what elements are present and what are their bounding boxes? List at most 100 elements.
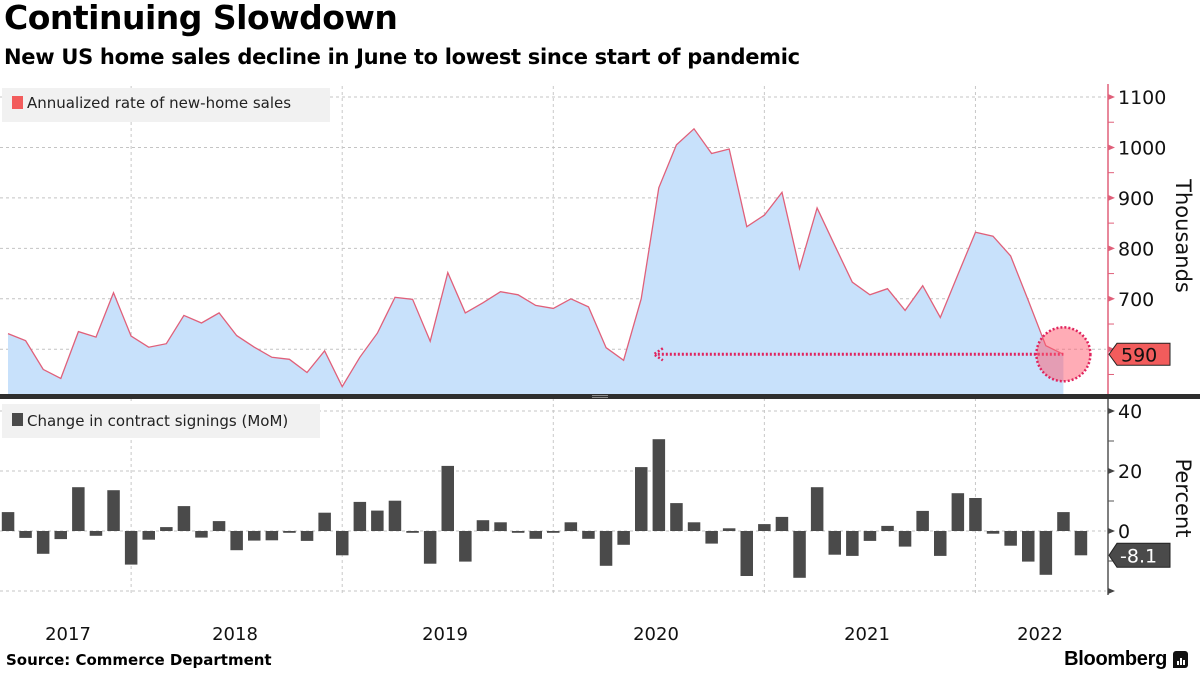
contract-bar [283, 531, 296, 533]
source-note: Source: Commerce Department [6, 651, 272, 669]
top-axis-title: Thousands [1171, 178, 1195, 293]
top-axis-tick [1108, 94, 1115, 100]
callout-top-label: 590 [1121, 344, 1157, 366]
separator-handle[interactable] [592, 395, 608, 396]
legend-top-swatch [12, 96, 23, 109]
callout-top-badge [1108, 342, 1171, 366]
contract-bar [177, 506, 191, 531]
contract-bar [564, 522, 578, 531]
contract-bar [72, 487, 85, 531]
contract-bar [846, 531, 859, 556]
year-label: 2018 [212, 624, 258, 645]
top-axis-tick [1108, 245, 1115, 252]
contract-bar [388, 500, 402, 531]
sales-line [7, 127, 1064, 388]
contract-bar [1, 512, 15, 531]
year-label: 2020 [633, 624, 679, 645]
contract-bar [547, 531, 560, 533]
latest-value-circle [1035, 326, 1092, 383]
contract-bar [54, 531, 67, 540]
contract-bar [212, 521, 226, 531]
contract-bar [353, 501, 367, 531]
contract-bar [1039, 531, 1053, 575]
contract-bar [599, 531, 613, 566]
contract-bar [1022, 531, 1035, 562]
legend-bottom-swatch [12, 413, 23, 426]
top-axis-tick [1108, 144, 1115, 151]
contract-bar [248, 531, 261, 541]
contract-bars [1, 439, 1088, 578]
contract-bar [617, 531, 630, 545]
contract-bar [670, 503, 683, 531]
contract-bar [160, 527, 173, 531]
contract-bar [863, 531, 877, 541]
contract-bar [89, 531, 103, 536]
contract-bar [687, 522, 701, 531]
top-axis-tick-label: 700 [1118, 289, 1154, 311]
legend-bottom-label: Change in contract signings (MoM) [27, 412, 288, 430]
contract-bar [934, 531, 947, 556]
contract-bar [318, 512, 331, 531]
bottom-axis-tick [1108, 588, 1115, 594]
contract-bar [793, 531, 806, 578]
contract-bar [300, 531, 314, 541]
sales-area-fill [8, 128, 1064, 395]
contract-bar [142, 531, 155, 540]
top-axis-tick [1108, 346, 1115, 353]
contract-bar [19, 531, 32, 538]
contract-bar [529, 531, 542, 539]
top-y-axis: 700 800 900 1000 1100 [1107, 84, 1166, 394]
legend-bottom: Change in contract signings (MoM) [2, 404, 320, 438]
contract-bar [986, 531, 1000, 534]
bottom-axis-tick [1108, 408, 1115, 414]
separator-handle-line [592, 397, 608, 398]
contract-bar [881, 525, 894, 531]
contract-bar [722, 528, 736, 531]
contract-bar [195, 531, 208, 538]
callout-top: 590 [1108, 342, 1171, 366]
bottom-axis-tick [1108, 468, 1115, 474]
legend-top-label: Annualized rate of new-home sales [27, 94, 291, 112]
contract-bar [652, 439, 666, 531]
contract-bar [582, 531, 595, 539]
year-label: 2019 [422, 624, 468, 645]
contract-bar [898, 531, 912, 547]
contract-bar [951, 493, 965, 531]
contract-bar [265, 531, 279, 541]
bottom-axis-tick-label: 0 [1118, 521, 1130, 543]
callout-bottom-label: -8.1 [1120, 545, 1157, 567]
year-label: 2022 [1017, 624, 1063, 645]
contract-bar [775, 516, 789, 531]
contract-bar [1057, 512, 1070, 531]
bottom-axis-title: Percent [1171, 458, 1195, 537]
callout-bottom-badge [1108, 542, 1171, 568]
contract-bar [511, 531, 525, 533]
top-axis-tick-label: 800 [1118, 238, 1154, 260]
contract-bar [371, 510, 384, 531]
contract-bar [423, 531, 437, 564]
year-label: 2021 [844, 624, 890, 645]
contract-bar [230, 531, 243, 551]
bottom-axis-tick [1108, 528, 1115, 534]
contract-bar [441, 465, 454, 531]
contract-bar [107, 490, 120, 531]
brand-logo: Bloomberg [1064, 648, 1188, 671]
contract-bar [635, 467, 648, 531]
panel-separator [0, 394, 1200, 399]
legend-top: Annualized rate of new-home sales [2, 88, 330, 122]
brand-name: Bloomberg [1064, 648, 1167, 670]
top-axis-tick [1108, 295, 1115, 302]
latest-value-highlight [651, 326, 1092, 383]
contract-bar [828, 531, 841, 555]
contract-bar [406, 531, 419, 533]
top-axis-tick-label: 900 [1118, 188, 1154, 210]
contract-bar [705, 531, 718, 544]
contract-bar [124, 531, 138, 565]
bottom-y-axis: 0 20 40 [1107, 399, 1142, 595]
bottom-axis-tick-label: 40 [1118, 401, 1142, 423]
contract-bar [336, 531, 349, 556]
contract-bar [1074, 531, 1088, 556]
contract-bar [1004, 531, 1017, 546]
contract-bar [459, 531, 472, 562]
